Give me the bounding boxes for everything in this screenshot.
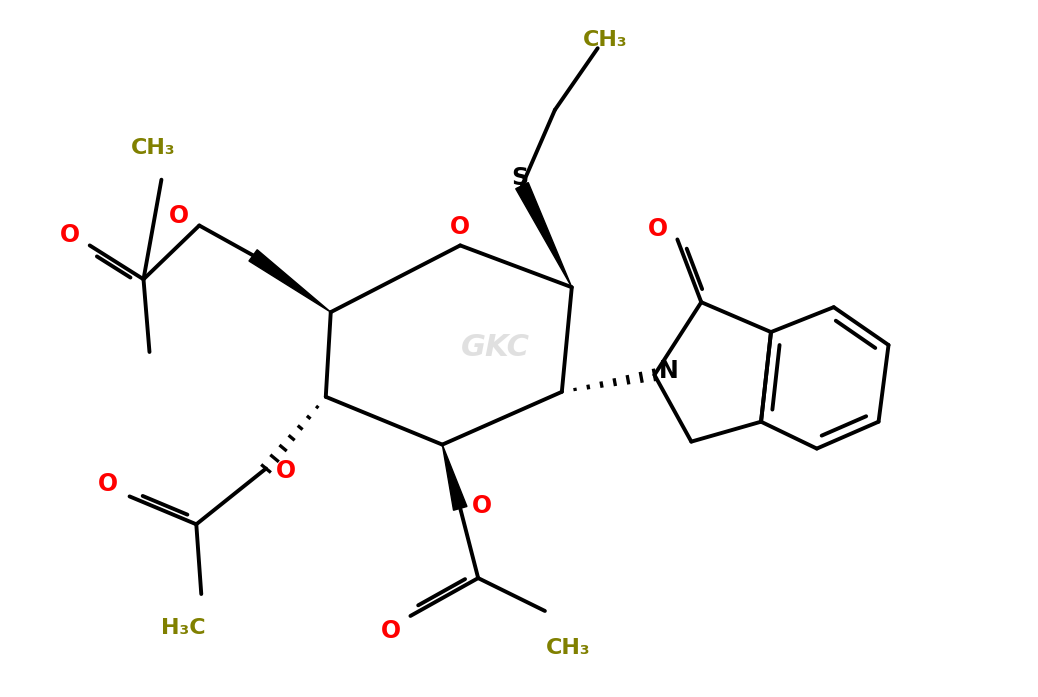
Text: O: O <box>648 217 667 241</box>
Polygon shape <box>249 250 331 312</box>
Text: N: N <box>658 359 678 383</box>
Text: GKC: GKC <box>461 332 529 362</box>
Text: O: O <box>276 459 296 482</box>
Text: O: O <box>381 619 401 643</box>
Text: O: O <box>472 494 492 519</box>
Text: H₃C: H₃C <box>161 618 206 638</box>
Text: CH₃: CH₃ <box>131 138 175 158</box>
Polygon shape <box>516 183 572 287</box>
Text: O: O <box>169 204 189 227</box>
Text: O: O <box>98 473 117 496</box>
Text: O: O <box>60 224 80 247</box>
Text: CH₃: CH₃ <box>546 638 591 658</box>
Text: S: S <box>512 166 528 190</box>
Polygon shape <box>442 445 467 510</box>
Text: CH₃: CH₃ <box>583 30 628 50</box>
Text: O: O <box>450 215 470 240</box>
